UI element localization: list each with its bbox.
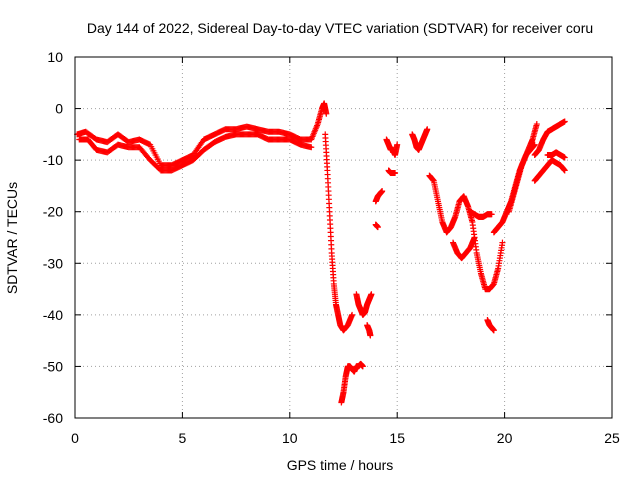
data-point bbox=[349, 311, 356, 318]
grid-lines bbox=[75, 57, 612, 418]
data-point bbox=[374, 224, 381, 231]
data-point bbox=[392, 170, 399, 177]
series-track_K bbox=[484, 317, 497, 334]
series-track_F2 bbox=[385, 167, 399, 177]
series-track_F bbox=[383, 136, 401, 158]
x-axis-ticks: 0 5 10 15 20 25 bbox=[71, 57, 620, 446]
data-point bbox=[490, 327, 497, 334]
series-track_E bbox=[372, 188, 386, 205]
data-point bbox=[359, 363, 366, 370]
series-track_A_lower bbox=[76, 131, 315, 174]
series-track_P bbox=[544, 149, 568, 161]
data-point bbox=[308, 144, 315, 151]
series-track_O bbox=[531, 157, 568, 184]
y-tick-label: -10 bbox=[43, 152, 63, 168]
x-tick-label: 20 bbox=[497, 430, 513, 446]
series-track_G bbox=[409, 126, 431, 153]
data-point bbox=[531, 141, 538, 148]
series-track_M bbox=[505, 141, 538, 215]
y-tick-label: -40 bbox=[43, 307, 63, 323]
series-track_C bbox=[338, 360, 366, 406]
data-point bbox=[323, 110, 330, 117]
y-tick-label: -60 bbox=[43, 410, 63, 426]
y-tick-label: 0 bbox=[55, 101, 63, 117]
x-tick-label: 15 bbox=[389, 430, 405, 446]
y-tick-label: -50 bbox=[43, 358, 63, 374]
data-point bbox=[379, 188, 386, 195]
series-track_D bbox=[353, 291, 375, 318]
data-point bbox=[368, 291, 375, 298]
series-track_L bbox=[490, 121, 540, 236]
x-tick-label: 25 bbox=[604, 430, 620, 446]
series-track_J bbox=[467, 208, 495, 220]
chart-title: Day 144 of 2022, Sidereal Day-to-day VTE… bbox=[87, 20, 593, 36]
data-point bbox=[561, 167, 568, 174]
data-point bbox=[394, 141, 401, 148]
x-tick-label: 0 bbox=[71, 430, 79, 446]
data-point bbox=[488, 211, 495, 218]
series-track_E2 bbox=[372, 221, 381, 231]
series-track_A bbox=[74, 100, 330, 169]
series-track_N bbox=[531, 118, 568, 158]
data-point bbox=[561, 118, 568, 125]
y-tick-label: 10 bbox=[47, 49, 63, 65]
y-axis-ticks: -60 -50 -40 -30 -20 -10 0 10 bbox=[43, 49, 612, 426]
y-tick-label: -20 bbox=[43, 204, 63, 220]
x-tick-label: 10 bbox=[282, 430, 298, 446]
data-point bbox=[471, 234, 478, 241]
data-point bbox=[424, 126, 431, 133]
series-track_I bbox=[450, 234, 478, 262]
data-point bbox=[533, 121, 540, 128]
data-marks bbox=[74, 100, 568, 406]
y-axis-label: SDTVAR / TECUs bbox=[4, 182, 20, 294]
data-point bbox=[499, 239, 506, 246]
plot-frame bbox=[74, 56, 613, 419]
data-point bbox=[367, 332, 374, 339]
x-tick-label: 5 bbox=[179, 430, 187, 446]
series-track_D2 bbox=[364, 322, 374, 339]
data-point bbox=[561, 154, 568, 161]
y-tick-label: -30 bbox=[43, 255, 63, 271]
x-axis-label: GPS time / hours bbox=[287, 457, 394, 473]
series-track_B bbox=[322, 131, 356, 334]
